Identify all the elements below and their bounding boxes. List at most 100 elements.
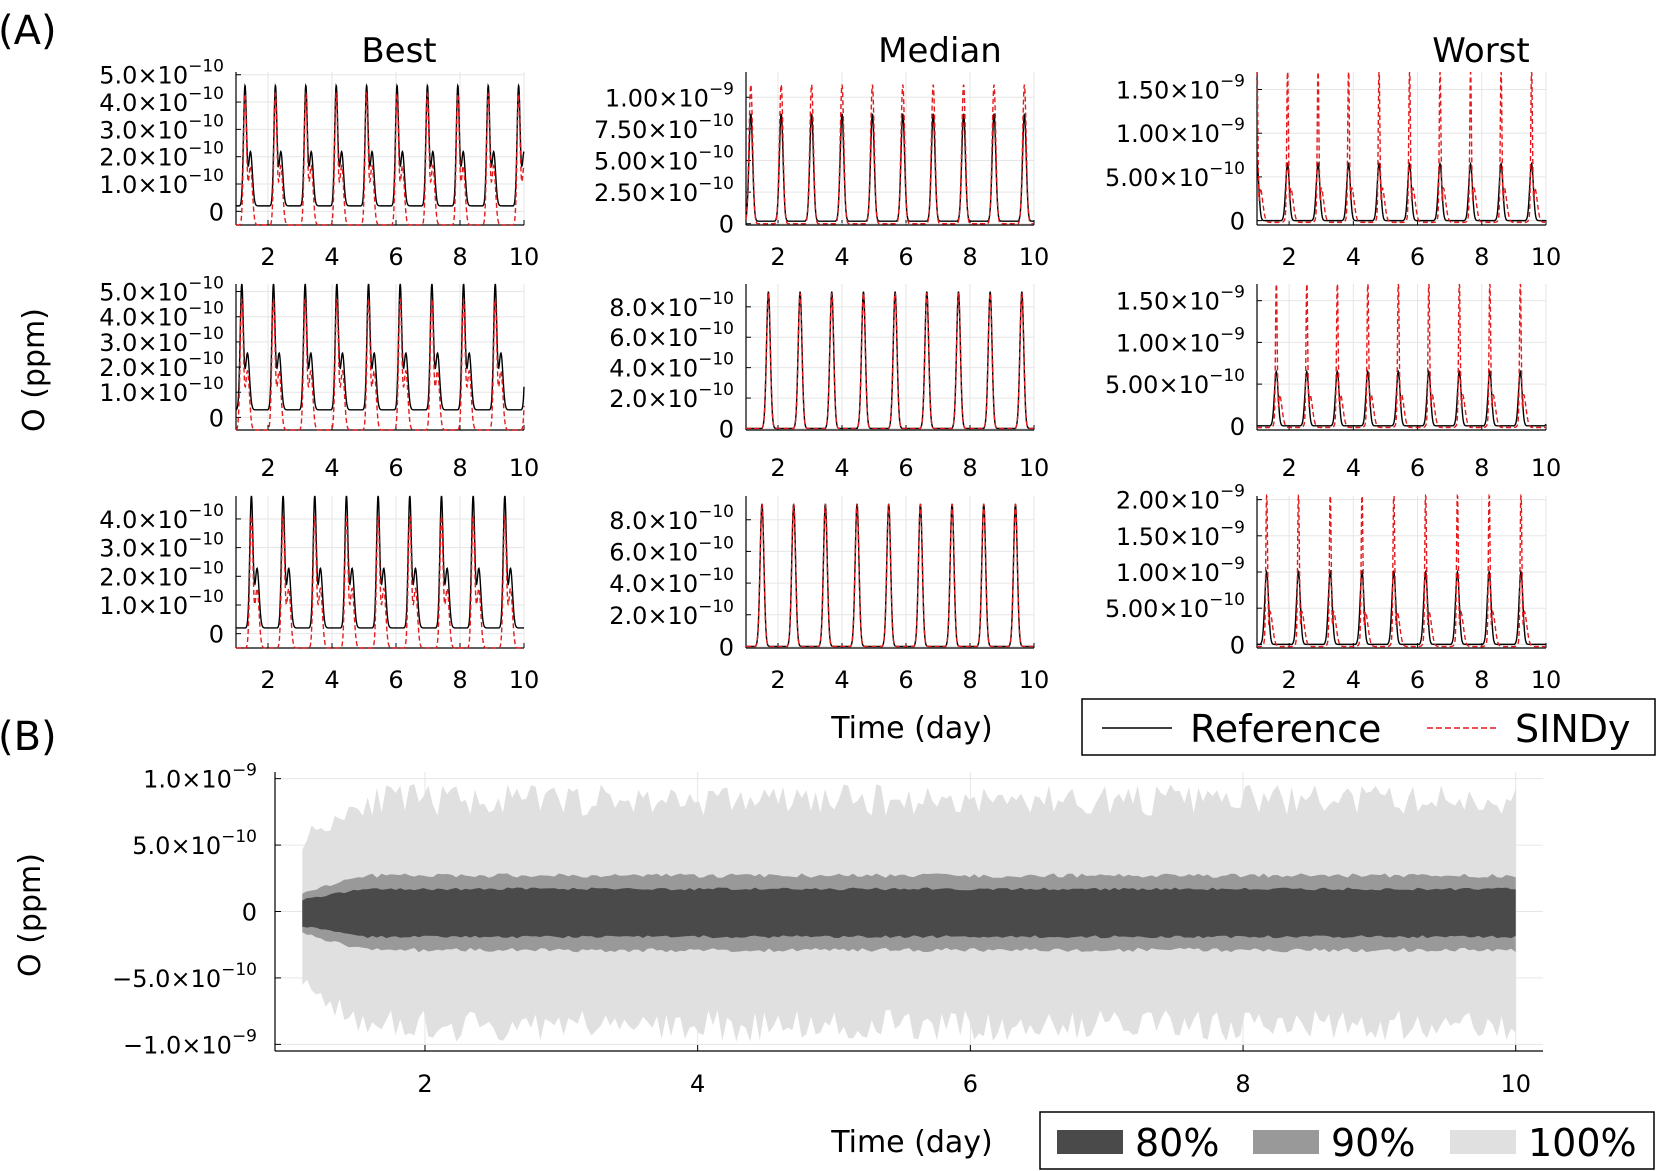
- subplot-best-row2-ytick-label: 2.0×10−10: [99, 349, 224, 382]
- subplot-best-row1-xtick-label: 8: [452, 243, 467, 271]
- subplot-worst-row3-ytick-label-exponent: −9: [1220, 554, 1245, 574]
- subplot-worst-row1-xtick-label: 8: [1474, 243, 1489, 271]
- subplot-median-row2-xtick-label: 2: [770, 454, 785, 482]
- subplot-median-row1-ytick-label-exponent: −9: [709, 79, 734, 99]
- column-title-median: Median: [878, 31, 1002, 71]
- subplot-worst-row2-xtick-label: 8: [1474, 454, 1489, 482]
- legend-a-frame: [1081, 698, 1656, 756]
- subplot-median-row3-xtick-label: 6: [898, 666, 913, 694]
- subplot-best-row1-ytick-label-exponent: −10: [188, 166, 224, 186]
- subplot-worst-row1-ytick-label: 5.00×10−10: [1105, 159, 1245, 192]
- subplot-median-row2-ytick-label-exponent: −10: [698, 319, 734, 339]
- subplot-best-row3-ytick-label: 0: [209, 621, 224, 649]
- subplot-median-row1: 2 4 6 8 10 0 2.50×10−105.00×10−107.50×10−101.0…: [594, 72, 1049, 271]
- subplot-best-row3: 2 4 6 8 1001.0×10−102.0×10−103.0×10−104.0×10…: [99, 495, 539, 694]
- panel-b-xtick-label: 4: [690, 1070, 705, 1098]
- subplot-median-row2-ytick-label: 0: [719, 415, 734, 443]
- subplot-worst-row3-xtick-label: 6: [1410, 666, 1425, 694]
- subplot-median-row3-ytick-label-exponent: −10: [698, 502, 734, 522]
- subplot-best-row3-sindy-line: [236, 515, 524, 649]
- subplot-median-row2-sindy-line: [746, 293, 1034, 430]
- subplot-median-row2-xtick-label: 6: [898, 454, 913, 482]
- subplot-best-row2-ytick-label-exponent: −10: [188, 324, 224, 344]
- subplot-best-row3-ytick-label-exponent: −10: [188, 558, 224, 578]
- subplot-median-row1-ytick-label: 0: [719, 211, 734, 239]
- subplot-worst-row3-ytick-label: 1.00×10−9: [1116, 554, 1245, 587]
- subplot-worst-row2-ytick-label: 5.00×10−10: [1105, 366, 1245, 399]
- subplot-best-row1-ytick-label: 0: [209, 198, 224, 226]
- subplot-best-row2-ytick-label-exponent: −10: [188, 299, 224, 319]
- subplot-worst-row2-ytick-label-exponent: −10: [1209, 366, 1245, 386]
- subplot-worst-row2-ytick-label: 1.50×10−9: [1116, 283, 1245, 316]
- subplot-best-row2-ytick-label-exponent: −10: [188, 349, 224, 369]
- subplot-best-row2-reference-line: [235, 283, 525, 411]
- subplot-best-row2-xtick-label: 6: [388, 454, 403, 482]
- subplot-median-row3-ytick-label: 0: [719, 633, 734, 661]
- panel-a-subplots: 2 4 6 8 1001.0×10−102.0×10−103.0×10−104.0×10…: [99, 57, 1561, 694]
- subplot-median-row1-xtick-label: 4: [834, 243, 849, 271]
- subplot-best-row1-xtick-label: 6: [388, 243, 403, 271]
- subplot-median-row1-ytick-label: 5.00×10−10: [594, 143, 734, 176]
- panel-a-ylabel: O (ppm): [17, 308, 52, 432]
- panel-b-ytick-label: 5.0×10−10: [132, 827, 257, 860]
- panel-b-xtick-label: 8: [1235, 1070, 1250, 1098]
- panel-b-xtick-label: 2: [417, 1070, 432, 1098]
- subplot-median-row2-ytick-label: 8.0×10−10: [609, 289, 734, 322]
- subplot-median-row2: 2 4 6 8 10 02.0×10−104.0×10−106.0×10−108.0×10…: [609, 284, 1049, 482]
- subplot-median-row2-ytick-label: 2.0×10−10: [609, 380, 734, 413]
- subplot-median-row1-sindy-line: [745, 84, 1034, 225]
- subplot-median-row1-ytick-label-exponent: −10: [698, 111, 734, 131]
- subplot-median-row3-ytick-label-exponent: −10: [698, 597, 734, 617]
- subplot-best-row3-ytick-label: 2.0×10−10: [99, 558, 224, 591]
- legend-b-90-swatch: [1253, 1130, 1319, 1154]
- subplot-worst-row2-ytick-label-exponent: −9: [1220, 324, 1245, 344]
- subplot-worst-row3-sindy-line: [1257, 493, 1546, 648]
- subplot-median-row1-xtick-label: 2: [770, 243, 785, 271]
- subplot-median-row1-xtick-label: 10: [1019, 243, 1050, 271]
- subplot-worst-row3-xtick-label: 2: [1281, 666, 1296, 694]
- subplot-best-row2-ytick-label-exponent: −10: [188, 274, 224, 294]
- subplot-best-row1-ytick-label-exponent: −10: [188, 84, 224, 104]
- subplot-median-row2-ytick-label-exponent: −10: [698, 380, 734, 400]
- panel-b-ytick-label: −1.0×10−9: [123, 1026, 257, 1059]
- subplot-worst-row2-reference-line: [1257, 369, 1547, 427]
- legend-a-sindy-label: SINDy: [1515, 707, 1631, 751]
- subplot-worst-row1-ytick-label-exponent: −9: [1220, 71, 1245, 91]
- subplot-worst-row1-xtick-label: 6: [1410, 243, 1425, 271]
- subplot-worst-row3: 2 4 6 8 10 0 5.00×10−101.00×10−91.50×10−92.00×…: [1105, 482, 1561, 694]
- subplot-median-row1-reference-line: [745, 113, 1034, 222]
- subplot-worst-row1-reference-line: [1256, 161, 1546, 222]
- subplot-worst-row1-ytick-label: 1.50×10−9: [1116, 71, 1245, 104]
- subplot-median-row2-xtick-label: 10: [1019, 454, 1050, 482]
- subplot-best-row1-ytick-label-exponent: −10: [188, 139, 224, 159]
- subplot-median-row3-reference-line: [746, 503, 1034, 648]
- subplot-worst-row1-xtick-label: 2: [1281, 243, 1296, 271]
- subplot-best-row1-xtick-label: 4: [324, 243, 339, 271]
- legend-b: 80% 90% 100%: [1039, 1111, 1655, 1170]
- subplot-median-row3-ytick-label: 8.0×10−10: [609, 502, 734, 535]
- subplot-best-row3-ytick-label-exponent: −10: [188, 587, 224, 607]
- subplot-worst-row3-ytick-label-exponent: −9: [1220, 518, 1245, 538]
- subplot-best-row1-ytick-label-exponent: −10: [188, 111, 224, 131]
- subplot-best-row2: 2 4 6 8 1001.0×10−102.0×10−103.0×10−104.0×10…: [99, 274, 539, 482]
- subplot-median-row3-xtick-label: 2: [770, 666, 785, 694]
- subplot-worst-row3-ytick-label: 5.00×10−10: [1105, 590, 1245, 623]
- subplot-worst-row3-ytick-label: 0: [1230, 631, 1245, 659]
- subplot-worst-row3-ytick-label: 2.00×10−9: [1116, 482, 1245, 515]
- subplot-median-row3-ytick-label-exponent: −10: [698, 533, 734, 553]
- panel-b-xtick-label: 10: [1500, 1070, 1531, 1098]
- panel-b-ytick-label: 0: [242, 899, 257, 927]
- subplot-median-row3-ytick-label-exponent: −10: [698, 565, 734, 585]
- subplot-worst-row3-xtick-label: 8: [1474, 666, 1489, 694]
- subplot-best-row3-xtick-label: 2: [260, 666, 275, 694]
- subplot-median-row3-xtick-label: 4: [834, 666, 849, 694]
- subplot-median-row2-ytick-label-exponent: −10: [698, 350, 734, 370]
- panel-b-ytick-label-exponent: −9: [232, 761, 257, 781]
- subplot-worst-row2-xtick-label: 2: [1281, 454, 1296, 482]
- subplot-best-row2-ytick-label-exponent: −10: [188, 374, 224, 394]
- subplot-worst-row1: 2 4 6 8 10 0 5.00×10−10 1.00×10−9 1.50×10−9: [1105, 71, 1561, 271]
- subplot-best-row3-ytick-label-exponent: −10: [188, 501, 224, 521]
- subplot-worst-row2-ytick-label: 1.00×10−9: [1116, 324, 1245, 357]
- legend-b-80-swatch: [1057, 1130, 1123, 1154]
